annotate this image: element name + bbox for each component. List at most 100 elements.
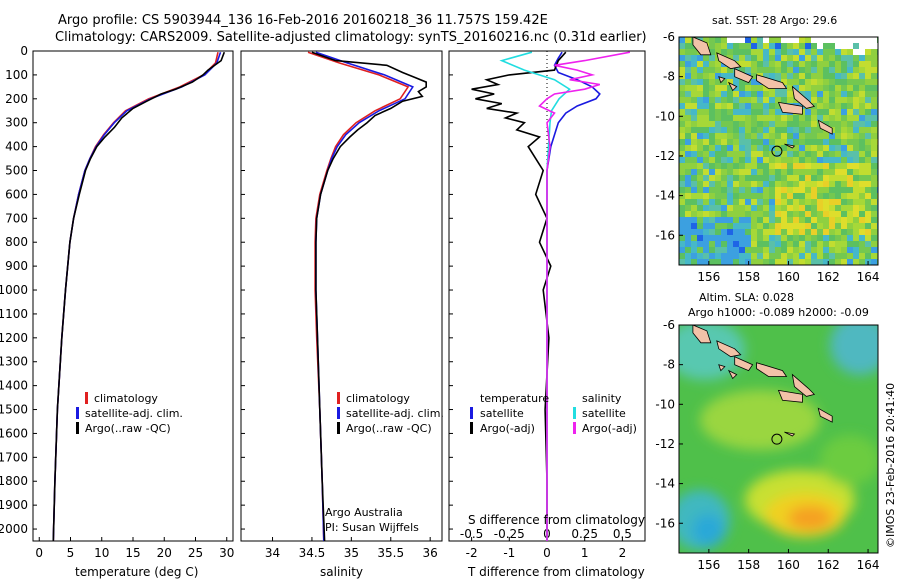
sst-cell [727,115,733,121]
map-y-tick-label: -16 [655,228,675,242]
sst-cell [709,235,715,241]
depth-tick-label: 1300 [0,355,28,369]
sst-cell [853,85,859,91]
x-tick-label: 25 [188,546,203,560]
sst-cell [727,145,733,151]
sst-cell [697,121,703,127]
sst-cell [757,97,763,103]
sst-cell [739,121,745,127]
sst-cold-cell [745,37,751,43]
sst-cell [853,73,859,79]
sst-cell [841,157,847,163]
sst-cell [763,103,769,109]
sst-cell [763,181,769,187]
sst-cell [721,187,727,193]
sst-cell [805,85,811,91]
sst-cell [691,103,697,109]
sst-cell [871,235,877,241]
sst-cell [745,91,751,97]
map-x-tick-label: 160 [777,270,800,284]
sst-cell [859,169,865,175]
sst-cell [811,145,817,151]
sst-cell [835,211,841,217]
sst-cell [853,193,859,199]
map-x-tick-label: 158 [737,558,760,572]
sst-cell [697,259,703,265]
sst-cell [715,61,721,67]
sst-cell [805,217,811,223]
sst-cell [685,79,691,85]
sst-cell [835,97,841,103]
sst-cell [751,235,757,241]
sst-cell [763,139,769,145]
sst-cell [685,169,691,175]
sst-cell [823,121,829,127]
sst-cell [853,109,859,115]
sst-cell [775,73,781,79]
sst-cell [733,175,739,181]
sst-cell [781,139,787,145]
sst-cell [805,37,811,43]
sst-cell [793,85,799,91]
sst-cell [751,247,757,253]
legend-label-temp-satellite: satellite [480,407,524,420]
sst-missing-cell [733,37,739,43]
sst-cell [775,115,781,121]
sst-cell [793,229,799,235]
sst-cell [721,109,727,115]
sst-cell [739,49,745,55]
sst-cell [721,241,727,247]
sst-cell [865,145,871,151]
sst-cell [781,193,787,199]
sst-cell [793,145,799,151]
sst-cell [697,169,703,175]
legend-heading-salinity: salinity [582,392,622,405]
sst-cell [799,199,805,205]
sst-cell [781,163,787,169]
sst-cell [745,247,751,253]
sst-cell [817,253,823,259]
sst-cell [787,175,793,181]
sst-cell [835,241,841,247]
sst-cell [721,253,727,259]
sst-cell [829,67,835,73]
sst-cell [787,229,793,235]
sst-cell [757,139,763,145]
depth-tick-label: 800 [5,235,28,249]
series-line-salinity-argo-adj- [538,51,631,541]
sst-cell [745,193,751,199]
sst-cell [817,229,823,235]
legend-label-climatology: climatology [346,392,410,405]
map-y-tick-label: -14 [655,477,675,491]
sst-cell [817,217,823,223]
sst-cell [811,67,817,73]
sst-cell [721,169,727,175]
temperature-x-label: temperature (deg C) [75,565,198,579]
sst-cell [787,247,793,253]
sst-cell [781,145,787,151]
s-tick-label: -0.25 [494,527,525,541]
difference-x-axis: -2 -1 0 1 2-0.5 -0.25 0 0.25 0.5 [460,527,632,560]
sst-cell [691,151,697,157]
sst-cell [709,175,715,181]
legend-label-climatology: climatology [94,392,158,405]
sst-cell [775,211,781,217]
depth-tick-label: 600 [5,187,28,201]
sst-cell [793,133,799,139]
sst-cell [865,151,871,157]
sst-cell [811,43,817,49]
sst-cell [727,103,733,109]
sst-cell [781,241,787,247]
sst-cell [691,61,697,67]
sst-cell [781,133,787,139]
sst-cell [835,49,841,55]
sst-cell [847,235,853,241]
sst-cell [775,169,781,175]
salinity-plot-frame [240,50,443,542]
sst-cell [775,103,781,109]
sst-cell [841,169,847,175]
sst-cell [757,205,763,211]
sst-cell [817,73,823,79]
sst-cell [859,163,865,169]
sst-missing-cell [739,37,745,43]
